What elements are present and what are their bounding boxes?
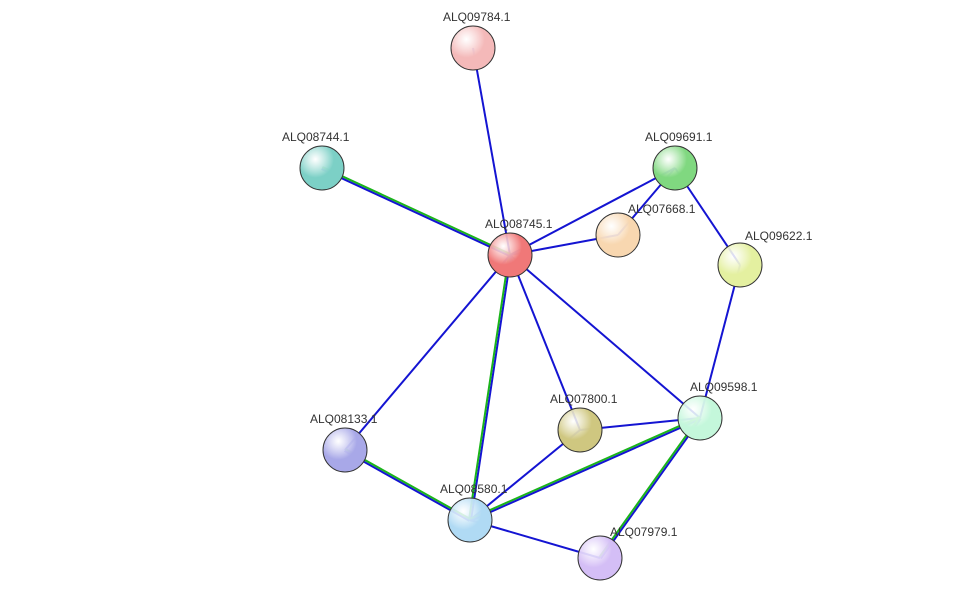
node-label-ALQ09598_1: ALQ09598.1 — [690, 380, 758, 394]
node-label-ALQ09784_1: ALQ09784.1 — [443, 10, 511, 24]
node-label-ALQ08745_1: ALQ08745.1 — [485, 217, 553, 231]
network-graph: ALQ09784.1 ALQ08744.1 ALQ09691.1 ALQ08745.1… — [0, 0, 976, 610]
node-circle-ALQ08580_1[interactable] — [448, 498, 492, 542]
edge-ALQ08745_1-ALQ08744_1-blue — [322, 169, 510, 256]
node-label-ALQ07668_1: ALQ07668.1 — [628, 202, 696, 216]
node-circle-ALQ09622_1[interactable] — [718, 243, 762, 287]
node-ALQ09622_1[interactable]: ALQ09622.1 — [718, 229, 813, 287]
node-ALQ07800_1[interactable]: ALQ07800.1 — [550, 392, 618, 452]
node-circle-ALQ08744_1[interactable] — [300, 146, 344, 190]
node-circle-ALQ07800_1[interactable] — [558, 408, 602, 452]
node-circle-ALQ08745_1[interactable] — [488, 233, 532, 277]
node-ALQ08744_1[interactable]: ALQ08744.1 — [282, 130, 350, 190]
edge-ALQ08745_1-ALQ08744_1-green — [322, 167, 510, 254]
node-circle-ALQ08133_1[interactable] — [323, 428, 367, 472]
node-circle-ALQ09691_1[interactable] — [653, 146, 697, 190]
node-label-ALQ09622_1: ALQ09622.1 — [745, 229, 813, 243]
node-circle-ALQ09598_1[interactable] — [678, 396, 722, 440]
node-label-ALQ08580_1: ALQ08580.1 — [440, 482, 508, 496]
node-label-ALQ08744_1: ALQ08744.1 — [282, 130, 350, 144]
node-ALQ08745_1[interactable]: ALQ08745.1 — [485, 217, 553, 277]
node-label-ALQ07800_1: ALQ07800.1 — [550, 392, 618, 406]
edge-ALQ09622_1-ALQ09598_1-blue — [700, 265, 740, 418]
node-ALQ08580_1[interactable]: ALQ08580.1 — [440, 482, 508, 542]
node-label-ALQ07979_1: ALQ07979.1 — [610, 525, 678, 539]
edge-ALQ08745_1-ALQ08580_1-green — [469, 255, 509, 520]
node-ALQ09691_1[interactable]: ALQ09691.1 — [645, 130, 713, 190]
node-circle-ALQ07979_1[interactable] — [578, 536, 622, 580]
node-circle-ALQ09784_1[interactable] — [451, 26, 495, 70]
node-ALQ07668_1[interactable]: ALQ07668.1 — [596, 202, 696, 257]
node-ALQ09598_1[interactable]: ALQ09598.1 — [678, 380, 758, 440]
node-ALQ09784_1[interactable]: ALQ09784.1 — [443, 10, 511, 70]
node-label-ALQ08133_1: ALQ08133.1 — [310, 412, 378, 426]
node-label-ALQ09691_1: ALQ09691.1 — [645, 130, 713, 144]
edges-layer — [322, 48, 740, 559]
node-circle-ALQ07668_1[interactable] — [596, 213, 640, 257]
node-ALQ07979_1[interactable]: ALQ07979.1 — [578, 525, 678, 580]
